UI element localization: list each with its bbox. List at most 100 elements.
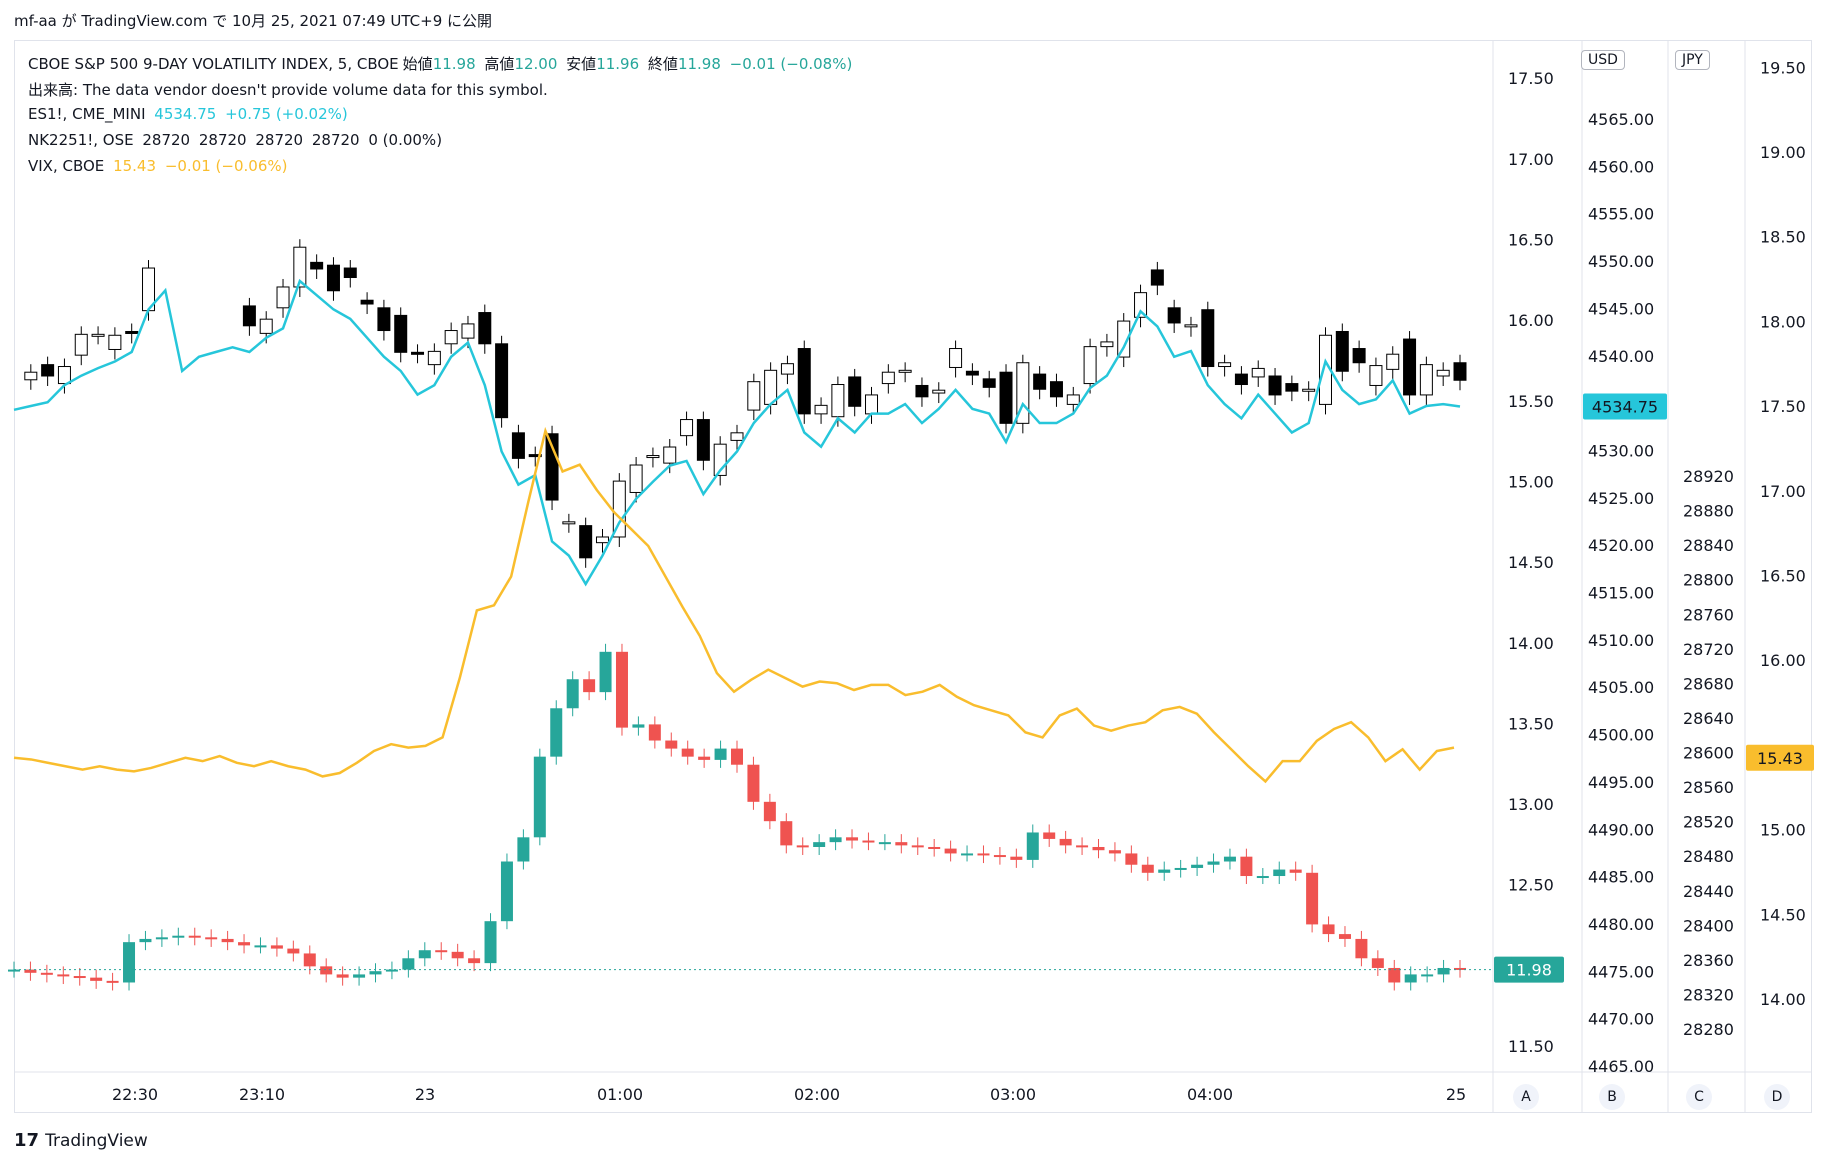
axis-a-tick: 17.50 [1508, 69, 1554, 88]
chart-frame[interactable] [14, 40, 1812, 1113]
vix9d-candle-body [1289, 869, 1302, 873]
vix9d-candle-body [369, 971, 382, 975]
vix9d-candle-body [731, 748, 743, 765]
x-tick-label: 23:10 [239, 1085, 285, 1104]
nk-candle-body [1403, 338, 1417, 396]
nk-candle-body [629, 464, 643, 493]
axis-c-tick: 28520 [1683, 813, 1734, 832]
legend-open-label: 始値 [402, 55, 433, 73]
vix9d-candle-body [1059, 838, 1072, 846]
vix9d-candle-body [40, 972, 53, 975]
axis-a-tick: 15.00 [1508, 472, 1554, 491]
nk-candle-body [545, 433, 559, 501]
axis-button-a[interactable]: A [1513, 1084, 1539, 1110]
vix9d-candle-body [846, 837, 859, 841]
legend-vix-name: VIX, CBOE [28, 157, 105, 175]
currency-jpy-label[interactable]: JPY [1675, 50, 1710, 70]
vix9d-candle-body [1108, 850, 1121, 854]
vix9d-candle-body [1092, 846, 1105, 851]
axis-b-tick: 4550.00 [1588, 252, 1654, 271]
vix9d-candle-body [1141, 864, 1154, 873]
nk-candle-body [1033, 373, 1047, 390]
x-tick-label: 01:00 [597, 1085, 643, 1104]
nk-candle-body [1251, 367, 1265, 378]
axis-c-tick: 28440 [1683, 882, 1734, 901]
axis-a-tick: 14.00 [1508, 634, 1554, 653]
vix9d-candle-body [1371, 958, 1384, 968]
nk-candle-body [1419, 364, 1433, 396]
vix9d-candle-body [1338, 934, 1351, 939]
currency-usd-label[interactable]: USD [1581, 50, 1625, 70]
axis-c-tick: 28560 [1683, 778, 1734, 797]
axis-button-c[interactable]: C [1686, 1084, 1712, 1110]
vix9d-candle-body [1240, 856, 1253, 877]
legend-nk-low: 28720 [255, 131, 304, 149]
vix9d-candle-body [599, 651, 612, 693]
nk-candle-body [1167, 307, 1181, 324]
vix9d-candle-body [90, 977, 103, 981]
vix9d-candle-body [1207, 861, 1220, 865]
vix9d-candle-body [698, 756, 711, 760]
axis-b-tick: 4540.00 [1588, 347, 1654, 366]
axis-button-b[interactable]: B [1599, 1084, 1625, 1110]
vix9d-candle-body [1125, 853, 1138, 865]
legend-nk[interactable]: NK2251!, OSE 28720 28720 28720 28720 0 (… [28, 131, 446, 149]
axis-a-tick: 17.00 [1508, 150, 1554, 169]
vix9d-candle-body [533, 756, 546, 838]
vix9d-candle-body [484, 921, 497, 964]
legend-es-change: +0.75 (+0.02%) [225, 105, 348, 123]
axis-b-tick: 4485.00 [1588, 868, 1654, 887]
legend-vix-change: −0.01 (−0.06%) [164, 157, 288, 175]
legend-vix[interactable]: VIX, CBOE 15.43 −0.01 (−0.06%) [28, 157, 291, 175]
vix9d-candle-body [451, 951, 464, 959]
legend-nk-high: 28720 [198, 131, 247, 149]
nk-candle-body [478, 312, 492, 345]
axis-d-tick: 14.00 [1760, 990, 1806, 1009]
nk-candle-body [310, 261, 324, 270]
axis-a-current: 11.98 [1506, 961, 1552, 980]
axis-b-tick: 4490.00 [1588, 820, 1654, 839]
nk-candle-body [511, 432, 525, 459]
axis-a-current-bg [1494, 956, 1564, 983]
nk-candle-body [343, 267, 357, 279]
vix9d-candle-body [961, 853, 974, 856]
nk-candle-body [1117, 320, 1131, 358]
vix9d-candle-body [1043, 832, 1056, 839]
vix9d-candle-body [1421, 974, 1434, 977]
nk-candle-body [1184, 324, 1198, 328]
legend-close: 11.98 [677, 55, 721, 73]
nk-candle-body [965, 370, 979, 376]
axis-b-tick: 4500.00 [1588, 726, 1654, 745]
vix9d-candle-body [1256, 876, 1269, 879]
vix9d-candle-body [8, 969, 20, 972]
axis-d-tick: 18.00 [1760, 312, 1806, 331]
axis-d-tick: 19.00 [1760, 143, 1806, 162]
nk-candle-body [646, 455, 660, 459]
legend-close-label: 終値 [647, 55, 678, 73]
nk-candle-body [1218, 362, 1232, 368]
vix9d-candle-body [878, 842, 891, 845]
legend-main: CBOE S&P 500 9-DAY VOLATILITY INDEX, 5, … [28, 53, 856, 74]
legend-nk-open: 28720 [142, 131, 191, 149]
nk-candle-body [427, 350, 441, 366]
nk-candle-body [91, 333, 105, 337]
axis-b-tick: 4545.00 [1588, 299, 1654, 318]
nk-candle-body [495, 343, 509, 419]
axis-a-tick: 12.50 [1508, 876, 1554, 895]
nk-candle-body [276, 286, 290, 309]
nk-candle-body [1352, 348, 1366, 364]
nk-candle-body [1285, 383, 1299, 392]
vix9d-candle-body [435, 950, 448, 953]
nk-candle-body [915, 384, 929, 398]
legend-es-name: ES1!, CME_MINI [28, 105, 146, 123]
legend-vix-value: 15.43 [113, 157, 157, 175]
tradingview-logo-icon: 17 [14, 1130, 40, 1151]
vix9d-candle-body [829, 837, 842, 843]
footer: 17 TradingView [14, 1130, 148, 1151]
nk-candle-body [1049, 381, 1063, 398]
axis-d-tick: 16.50 [1760, 567, 1806, 586]
axis-button-d[interactable]: D [1764, 1084, 1790, 1110]
axis-b-tick: 4565.00 [1588, 110, 1654, 129]
legend-es[interactable]: ES1!, CME_MINI 4534.75 +0.75 (+0.02%) [28, 105, 352, 123]
